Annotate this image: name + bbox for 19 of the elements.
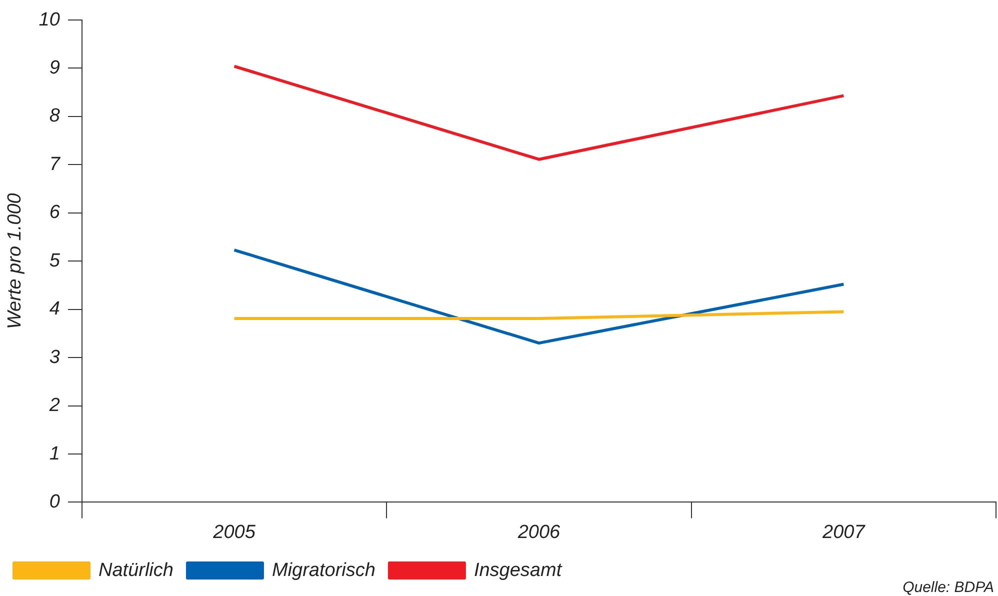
y-tick-label: 1 <box>49 443 60 464</box>
legend-label: Natürlich <box>98 560 174 581</box>
x-tick-label: 2006 <box>516 522 561 543</box>
x-tick-label: 2005 <box>212 522 256 543</box>
y-tick-label: 5 <box>49 250 60 272</box>
y-tick-label: 2 <box>48 395 60 416</box>
y-axis-title: Werte pro 1.000 <box>4 192 26 330</box>
legend-label: Insgesamt <box>474 560 562 581</box>
y-tick-label: 4 <box>49 298 60 320</box>
y-tick-label: 3 <box>49 346 60 368</box>
y-tick-label: 10 <box>38 9 60 30</box>
y-tick-label: 9 <box>49 58 60 78</box>
legend-label: Migratorisch <box>272 560 376 581</box>
x-tick-label: 2007 <box>822 522 866 543</box>
y-tick-label: 0 <box>49 491 60 512</box>
y-tick-label: 7 <box>49 154 62 175</box>
y-tick-label: 8 <box>49 106 60 127</box>
y-tick-label: 6 <box>49 202 60 224</box>
source-note: Quelle: BDPA <box>902 579 994 596</box>
